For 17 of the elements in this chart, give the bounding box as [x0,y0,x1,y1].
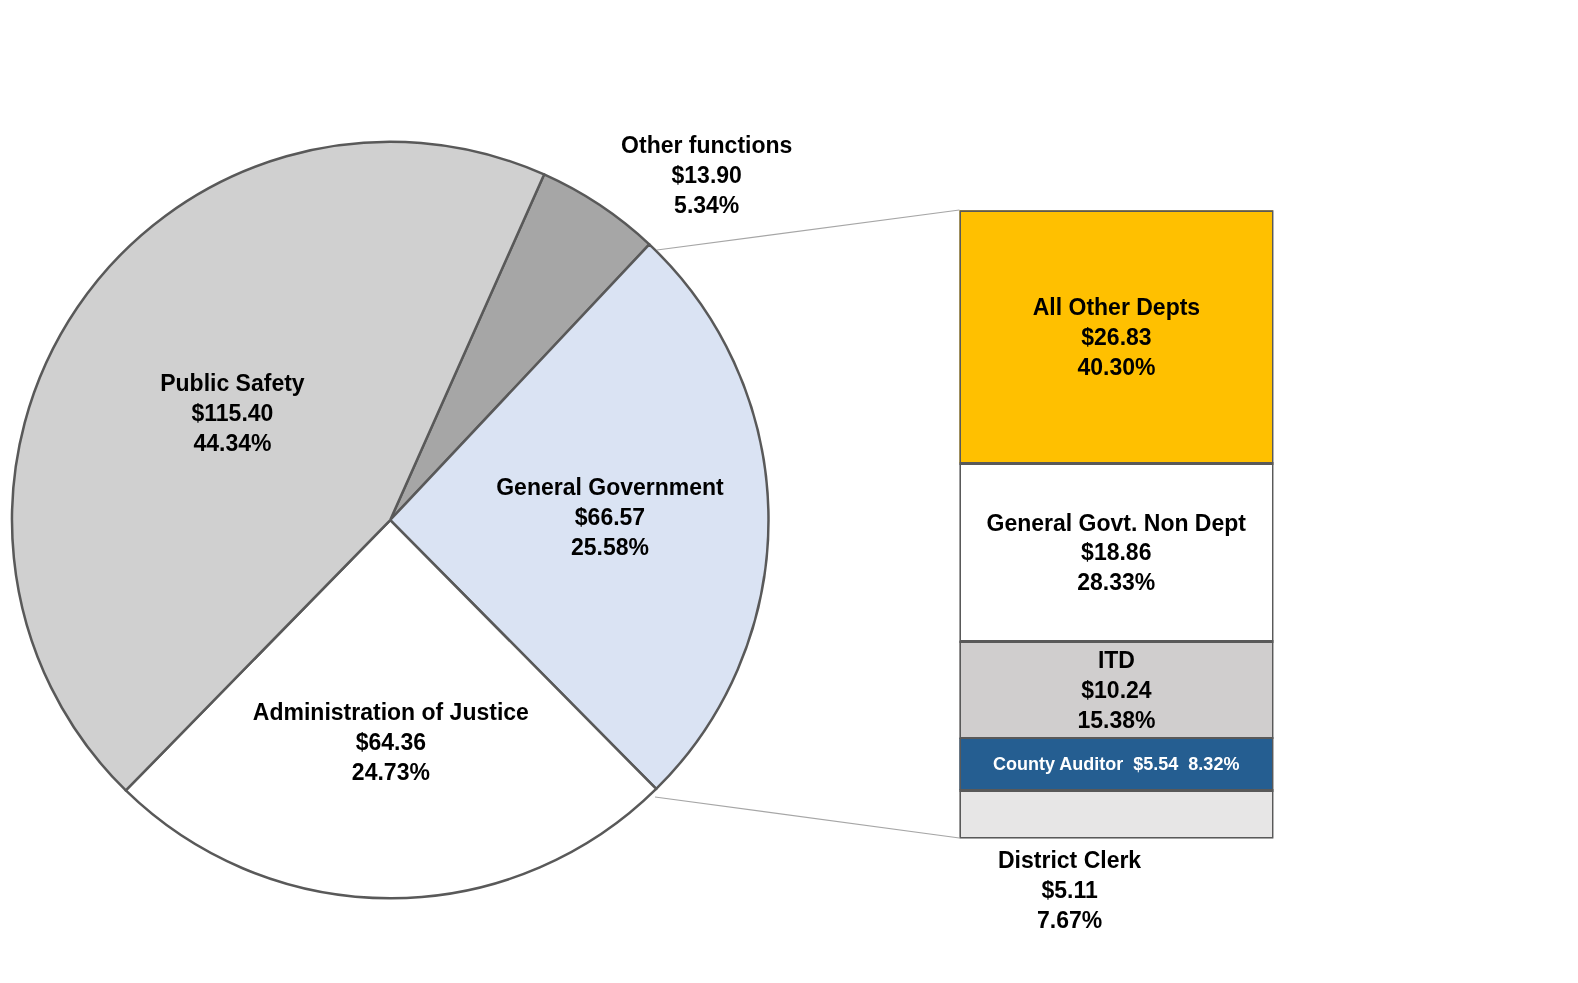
data-label: $10.24 15.38% [1077,676,1156,733]
text: County Auditor $5.54 8.32% [993,754,1240,774]
slice-label: General Government [496,474,725,501]
series-label: ITD [1097,646,1135,673]
slice-label: Public Safety [160,370,305,397]
series-label: District Clerk [998,847,1142,873]
data-label: $13.90 5.34% [671,162,742,219]
data-label: $18.86 28.33% [1077,539,1156,596]
data-label: $115.40 44.34% [191,399,274,456]
slice-label: Other functions [621,132,793,159]
data-label: $66.57 25.58% [570,504,649,561]
series-label: All Other Depts [1032,294,1201,321]
data-label: $5.11 7.67% [1036,876,1103,933]
slice-label: Administration of Justice [252,699,529,726]
data-label: $64.36 24.73% [351,729,430,786]
series-label: General Govt. Non Dept [986,509,1247,536]
data-label: $26.83 40.30% [1077,323,1156,380]
